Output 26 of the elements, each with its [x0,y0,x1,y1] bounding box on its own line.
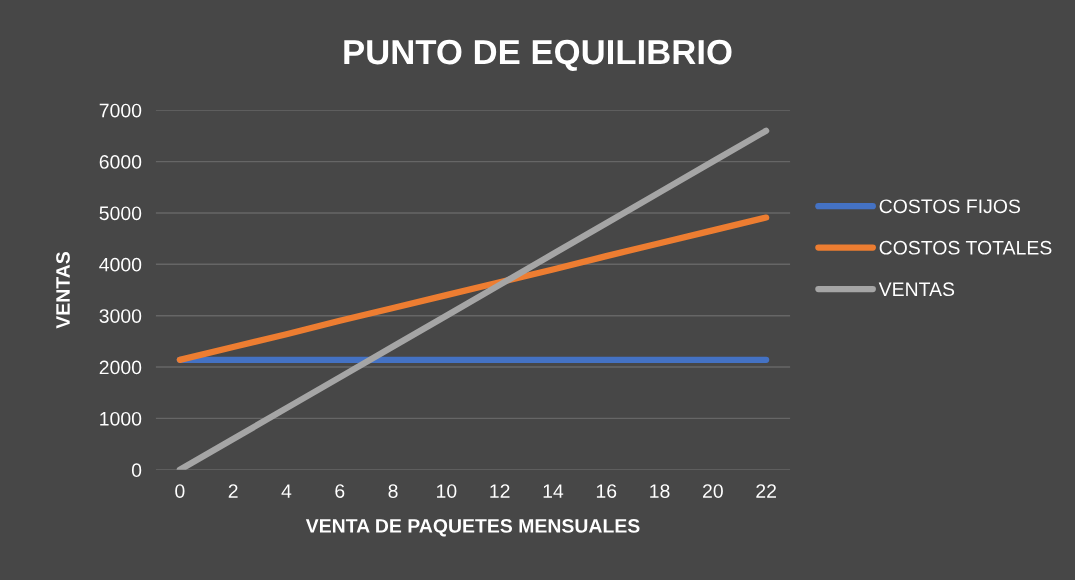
x-tick-label: 12 [490,484,510,498]
legend-label: COSTOS TOTALES [879,240,1052,255]
x-tick-label: 10 [437,484,457,498]
x-tick-label: 18 [650,484,670,498]
legend-label: VENTAS [878,282,955,297]
y-tick-label: 7000 [99,103,142,118]
x-tick-label: 0 [175,484,185,498]
y-axis-title: VENTAS [56,252,70,329]
x-tick-label: 20 [703,484,723,498]
y-tick-label: 6000 [99,155,142,169]
x-tick-label: 8 [388,484,398,498]
y-tick-label: 0 [131,463,142,478]
chart-title: PUNTO DE EQUILIBRIO [344,39,732,71]
x-tick-label: 4 [281,484,292,498]
x-axis-title: VENTA DE PAQUETES MENSUALES [305,518,640,537]
x-tick-label: 22 [756,484,776,498]
y-tick-label: 4000 [99,257,142,272]
y-tick-label: 2000 [99,360,142,375]
y-tick-label: 1000 [100,411,142,426]
x-tick-label: 14 [543,484,564,498]
x-tick-label: 6 [335,484,345,498]
legend-label: COSTOS FIJOS [879,199,1021,214]
x-tick-label: 2 [228,484,238,498]
y-tick-label: 5000 [99,206,142,221]
y-tick-label: 3000 [99,309,142,323]
x-tick-label: 16 [596,484,617,498]
